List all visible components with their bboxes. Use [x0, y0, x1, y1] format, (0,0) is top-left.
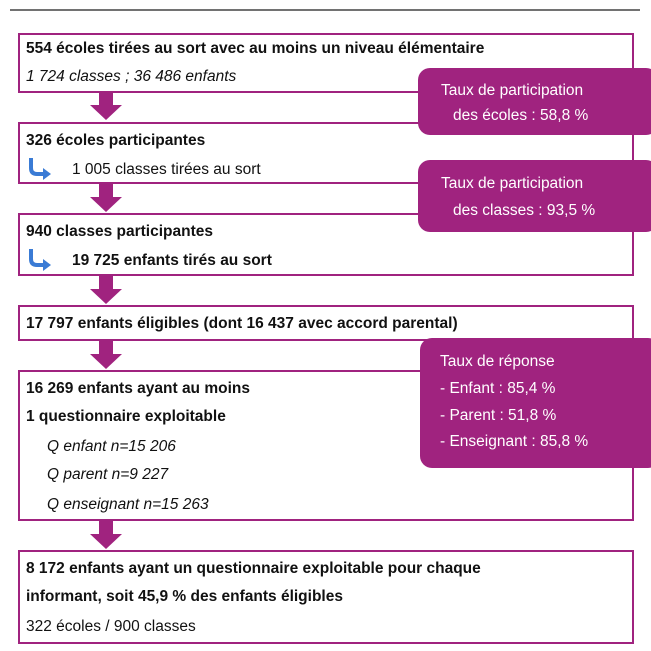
box-text: 322 écoles / 900 classes — [26, 618, 196, 635]
box-text: 940 classes participantes — [26, 223, 213, 240]
arrow — [90, 92, 122, 120]
arrow — [90, 520, 122, 549]
step-box: 16 269 enfants ayant au moins 1 question… — [18, 370, 634, 521]
callout-text: des écoles : 58,8 % — [453, 107, 589, 124]
callout-text: Taux de participation — [441, 175, 584, 192]
callout-text: - Enseignant : 85,8 % — [440, 433, 589, 450]
arrow — [90, 340, 122, 369]
box-text: 19 725 enfants tirés au sort — [72, 252, 272, 269]
box-text: 1 724 classes ; 36 486 enfants — [26, 68, 237, 85]
box-text: 16 269 enfants ayant au moins — [26, 380, 250, 397]
arrow — [90, 183, 122, 212]
callout-text: Taux de participation — [441, 82, 584, 99]
callout: Taux de participation des classes : 93,5… — [418, 160, 651, 232]
box-text: Q enfant n=15 206 — [47, 438, 176, 455]
box-text: 326 écoles participantes — [26, 132, 206, 149]
step-box: 8 172 enfants ayant un questionnaire exp… — [18, 550, 634, 644]
box-text: 8 172 enfants ayant un questionnaire exp… — [26, 560, 481, 577]
box-text: 1 questionnaire exploitable — [26, 408, 226, 425]
callout-text: des classes : 93,5 % — [453, 202, 596, 219]
box-text: informant, soit 45,9 % des enfants éligi… — [26, 588, 343, 605]
callout: Taux de réponse - Enfant : 85,4 % - Pare… — [420, 338, 651, 468]
box-text: Q enseignant n=15 263 — [47, 496, 209, 513]
box-text: Q parent n=9 227 — [47, 466, 169, 483]
box-text: 17 797 enfants éligibles (dont 16 437 av… — [26, 315, 458, 332]
callout: Taux de participation des écoles : 58,8 … — [418, 68, 651, 135]
box-text: 1 005 classes tirées au sort — [72, 161, 261, 178]
callout-text: - Enfant : 85,4 % — [440, 380, 556, 397]
callout-text: Taux de réponse — [440, 353, 555, 370]
arrow — [90, 275, 122, 304]
box-text: 554 écoles tirées au sort avec au moins … — [26, 40, 485, 57]
callout-text: - Parent : 51,8 % — [440, 407, 557, 424]
step-box: 17 797 enfants éligibles (dont 16 437 av… — [18, 305, 634, 341]
